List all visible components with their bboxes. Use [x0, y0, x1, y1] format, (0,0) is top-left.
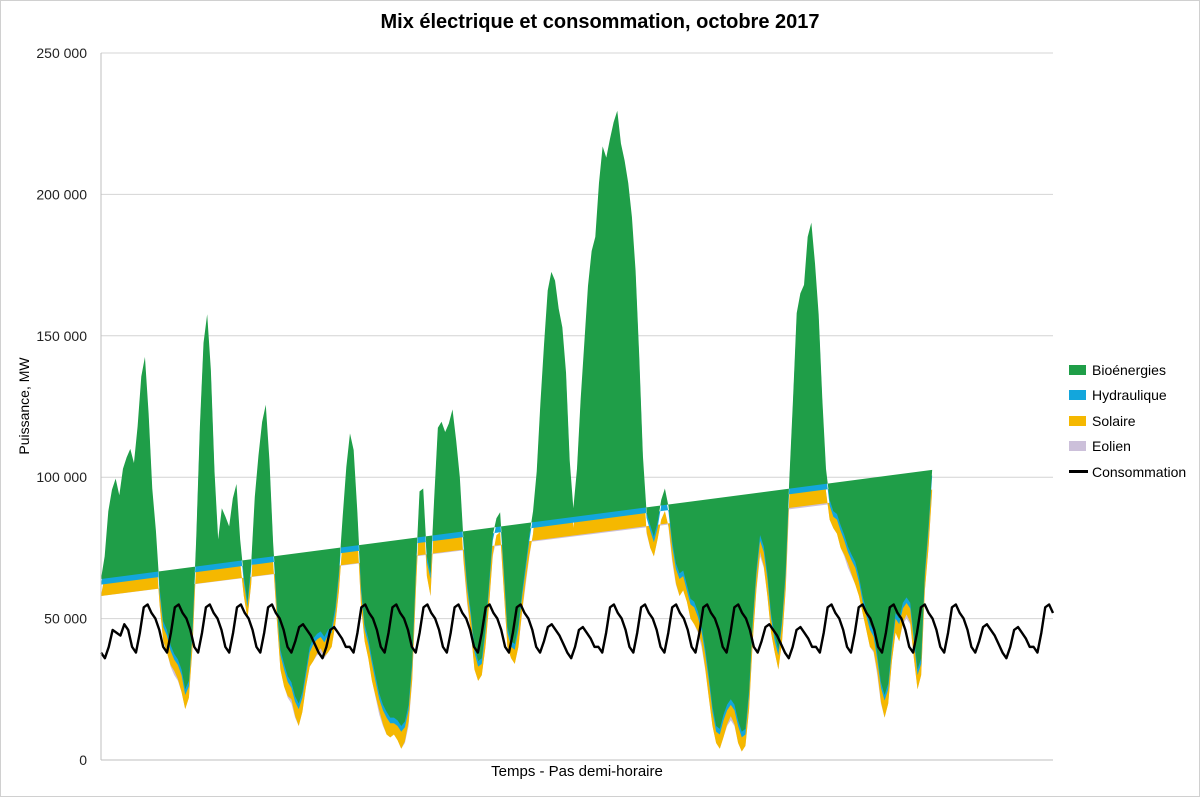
y-tick-label-3: 150 000 [36, 328, 87, 344]
y-tick-label-4: 200 000 [36, 186, 87, 202]
legend-item-eolien: Eolien [1069, 434, 1186, 460]
y-tick-label-0: 0 [79, 752, 87, 768]
legend-label-hydraulique: Hydraulique [1092, 387, 1167, 404]
y-tick-label-2: 100 000 [36, 469, 87, 485]
legend-label-consommation: Consommation [1092, 463, 1187, 480]
x-axis-label: Temps - Pas demi-horaire [491, 763, 663, 780]
legend-label-bioenergies: Bioénergies [1092, 361, 1166, 378]
axes [100, 53, 1053, 761]
y-tick-labels: 0 50 000 100 000 150 000 200 000 250 000 [36, 45, 87, 768]
legend-item-consommation: Consommation [1069, 459, 1186, 485]
legend-swatch-solaire [1069, 415, 1086, 426]
chart-title: Mix électrique et consommation, octobre … [380, 11, 820, 33]
line-consommation [100, 603, 1055, 660]
legend: Bioénergies Hydraulique Solaire Eolien C… [1069, 357, 1186, 485]
stacked-areas [101, 110, 933, 752]
legend-swatch-consommation [1069, 470, 1088, 474]
legend-item-bioenergies: Bioénergies [1069, 357, 1186, 383]
legend-item-solaire: Solaire [1069, 408, 1186, 434]
legend-swatch-hydraulique [1069, 390, 1086, 401]
area-bioenergies [101, 110, 933, 732]
legend-label-solaire: Solaire [1092, 412, 1136, 429]
y-tick-label-1: 50 000 [44, 611, 87, 627]
legend-swatch-eolien [1069, 441, 1086, 452]
legend-item-hydraulique: Hydraulique [1069, 383, 1186, 409]
legend-label-eolien: Eolien [1092, 438, 1131, 455]
legend-swatch-bioenergies [1069, 364, 1086, 375]
consumption-line [100, 603, 1055, 660]
y-tick-label-5: 250 000 [36, 45, 87, 61]
